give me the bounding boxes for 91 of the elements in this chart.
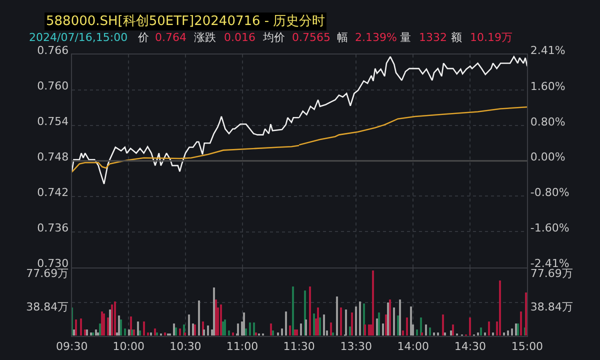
x-tick-label: 13:30 [340,340,372,353]
text: 额 [451,31,462,44]
bar [477,332,480,336]
bar [300,323,302,336]
y-tick-label: 38.84万 [26,300,69,314]
bar [355,306,358,336]
bar [332,332,334,336]
text: 价 [137,31,149,44]
bar [429,327,432,336]
text: 幅 [337,31,348,44]
bar [349,326,352,336]
y2-tick-label: 77.69万 [530,266,573,280]
bar [330,322,332,336]
bar [525,292,528,336]
y2-tick-label: 0.00% [530,150,566,164]
x-tick-label: 14:30 [454,340,486,353]
text: 量 [400,31,411,44]
y2-tick-label: -0.80% [530,186,570,200]
y-tick-label: 0.736 [37,222,69,235]
y2-tick-label: 38.84万 [530,300,573,314]
bar [480,327,482,336]
bar [364,324,366,336]
y-tick-label: 0.754 [37,115,69,128]
y2-tick-label: 1.60% [530,80,566,93]
x-tick-label: 15:00 [511,340,544,353]
bar [406,317,408,336]
x-tick-label: 10:00 [112,340,145,353]
bar [444,332,446,336]
x-tick-label: 14:00 [397,340,429,353]
y-tick-label: 0.748 [37,150,69,164]
y-tick-label: 0.766 [37,44,69,58]
bar [305,319,308,336]
text: 1332 [419,31,447,44]
bar [420,317,422,336]
bar [484,332,486,336]
bar [323,314,326,336]
bar [499,280,502,336]
bar [450,330,452,336]
bar [399,299,402,336]
bar [503,332,506,336]
bar [520,311,522,336]
bar [425,324,428,336]
text: 10.19万 [470,31,512,44]
bar [385,314,388,336]
bar [437,332,440,336]
text: 0.7565 [292,31,330,44]
bar [340,307,342,336]
bar [442,314,444,336]
y-tick-label: 0.742 [37,186,69,200]
bar [387,302,390,336]
y-tick-label: 0.760 [37,80,69,93]
text: 均价 [262,31,285,44]
bar [351,312,354,336]
bar [433,332,436,336]
y2-tick-label: -1.60% [530,221,570,234]
x-tick-label: 11:30 [283,340,315,353]
y2-tick-label: 0.80% [530,115,566,128]
bar [492,332,494,336]
bar [345,309,348,336]
x-tick-label: 10:30 [170,340,202,353]
x-tick-label: 09:30 [56,340,88,353]
bar [309,286,312,336]
bar [397,315,400,336]
bar [389,299,392,336]
bar [378,312,380,336]
bar [393,307,396,336]
text: 2.139% [355,31,397,44]
bar [410,306,412,336]
x-tick-label: 11:00 [226,340,258,353]
y-tick-label: 77.69万 [26,266,69,280]
bar [376,318,378,336]
text: 2024/07/16,15:00 [29,31,128,44]
bar [452,324,454,336]
text: 0.764 [155,31,186,44]
text: 0.016 [224,31,256,44]
bar [313,313,316,336]
bar [507,330,510,336]
bar [402,330,404,336]
text: 涨跌 [194,31,216,44]
bar [382,323,384,336]
bar [488,321,490,336]
bar [421,332,424,336]
bar [416,329,418,336]
chart-title: 588000.SH[科创50ETF]20240716 - 历史分时 [46,14,326,29]
bar [319,317,322,336]
bar [336,296,338,336]
bar [359,301,362,336]
bar [469,317,472,336]
bar [372,270,374,336]
y2-tick-label: 2.41% [530,44,566,58]
bar [317,307,320,336]
